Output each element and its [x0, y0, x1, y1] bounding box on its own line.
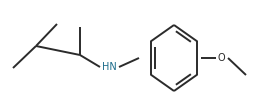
Text: HN: HN — [102, 62, 117, 72]
Text: O: O — [218, 53, 226, 63]
